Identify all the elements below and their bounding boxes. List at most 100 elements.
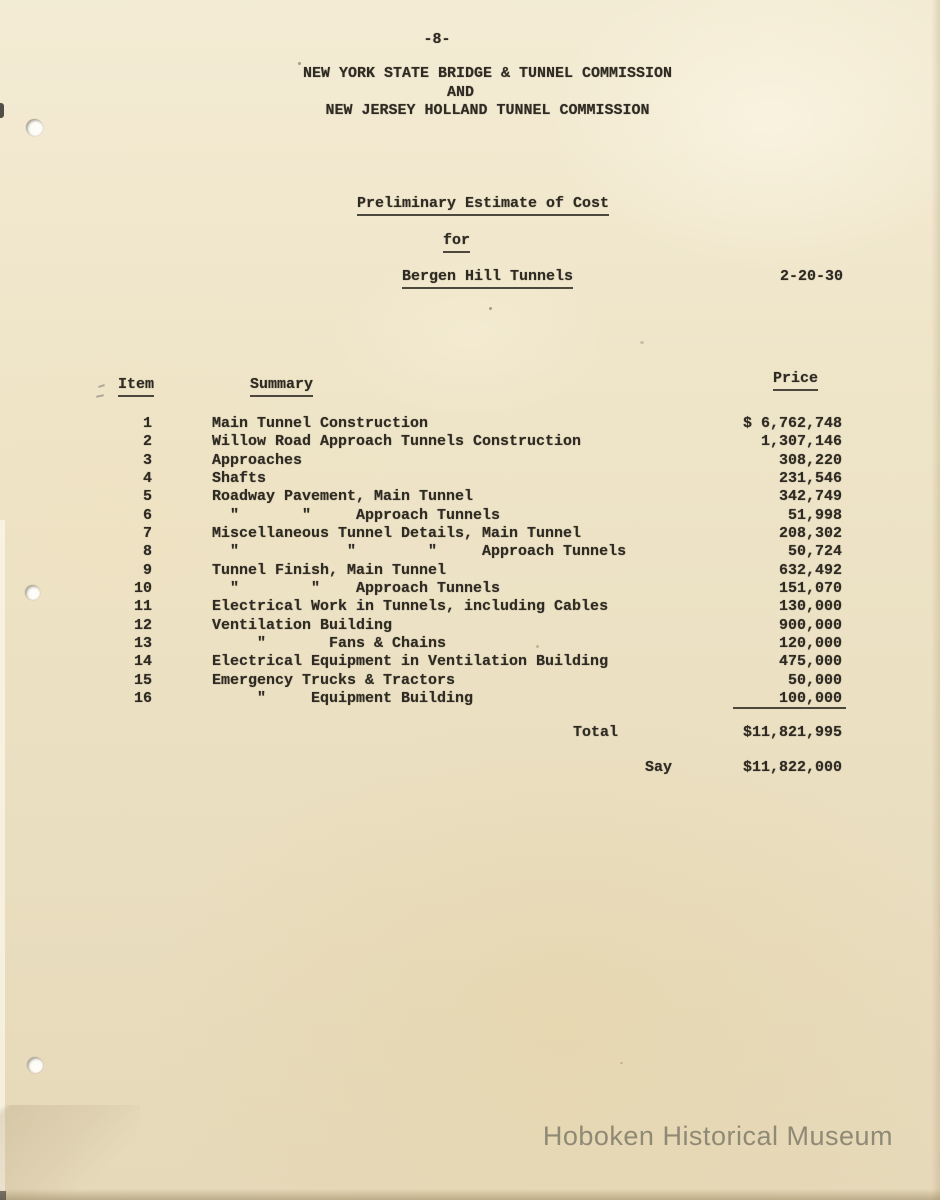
table-row: 1 Main Tunnel Construction $ 6,762,748 (100, 415, 842, 433)
total-underline (733, 707, 846, 709)
row-item-number: 9 (142, 561, 152, 579)
row-price: 475,000 (778, 653, 842, 671)
row-item-number: 16 (133, 690, 152, 708)
document-title: Preliminary Estimate of Cost (357, 195, 610, 216)
table-row: 6 " " Approach Tunnels 51,998 (100, 507, 842, 525)
table-row: 15 Emergency Trucks & Tractors 50,000 (100, 672, 842, 690)
paper-speck (620, 1062, 623, 1064)
page-number: -8- (423, 31, 451, 48)
row-item-number: 12 (133, 616, 152, 634)
row-item-number: 10 (133, 580, 152, 598)
row-price: 231,546 (778, 470, 842, 488)
pencil-mark (97, 383, 106, 389)
row-item-number: 6 (142, 506, 152, 524)
row-summary: Ventilation Building (212, 616, 393, 634)
table-row: 10 " " Approach Tunnels 151,070 (100, 580, 842, 598)
table-row: 2 Willow Road Approach Tunnels Constructi… (100, 433, 842, 451)
row-item-number: 15 (133, 671, 152, 689)
title-for-text: for (443, 232, 471, 253)
row-summary: " Fans & Chains (212, 635, 447, 653)
row-item-number: 4 (142, 470, 152, 488)
punch-hole-middle (25, 585, 40, 600)
say-label: Say (645, 759, 673, 776)
row-summary: Tunnel Finish, Main Tunnel (212, 561, 447, 579)
table-row: 4 Shafts 231,546 (100, 470, 842, 488)
row-item-number: 7 (142, 525, 152, 543)
punch-hole-bottom (27, 1057, 43, 1073)
row-item-number: 14 (133, 653, 152, 671)
document-date: 2-20-30 (780, 268, 844, 285)
museum-watermark: Hoboken Historical Museum (542, 1121, 893, 1151)
table-row: 16 " Equipment Building 100,000 (100, 690, 842, 708)
paper-right-shadow (931, 0, 940, 1200)
column-header-summary: Summary (250, 376, 314, 397)
column-header-summary-text: Summary (250, 376, 314, 397)
row-summary: Shafts (212, 470, 267, 488)
row-price: 51,998 (787, 506, 842, 524)
table-row: 9 Tunnel Finish, Main Tunnel 632,492 (100, 562, 842, 580)
row-summary: Electrical Work in Tunnels, including Ca… (212, 598, 609, 616)
row-price: 632,492 (778, 561, 842, 579)
edge-ink-mark (0, 103, 4, 118)
say-value: $11,822,000 (742, 759, 842, 776)
table-row: 3 Approaches 308,220 (100, 452, 842, 470)
table-row: 8 " " " Approach Tunnels 50,724 (100, 543, 842, 561)
table-row: 5 Roadway Pavement, Main Tunnel 342,749 (100, 488, 842, 506)
row-summary: Roadway Pavement, Main Tunnel (212, 488, 474, 506)
row-item-number: 1 (142, 415, 152, 432)
table-row: 11 Electrical Work in Tunnels, including … (100, 598, 842, 616)
paper-speck (489, 307, 492, 310)
title-for: for (443, 232, 471, 253)
column-header-item: Item (118, 376, 155, 397)
row-summary: " " " Approach Tunnels (212, 543, 627, 561)
punch-hole-top (26, 119, 43, 136)
row-summary: " Equipment Building (212, 690, 474, 708)
table-row: 7 Miscellaneous Tunnel Details, Main Tunn… (100, 525, 842, 543)
document-subtitle: Bergen Hill Tunnels (402, 268, 574, 289)
row-summary: " " Approach Tunnels (212, 580, 501, 598)
paper-speck (536, 645, 539, 648)
row-price: 900,000 (778, 616, 842, 634)
column-header-price-text: Price (773, 370, 819, 391)
header-and: AND (446, 84, 474, 101)
column-header-price: Price (773, 370, 819, 391)
row-price: 342,749 (778, 488, 842, 506)
row-summary: Main Tunnel Construction (212, 415, 429, 432)
row-item-number: 13 (133, 635, 152, 653)
row-price: 50,000 (787, 671, 842, 689)
pencil-mark (95, 394, 105, 398)
paper-corner-crease (0, 1105, 140, 1200)
table-row: 14 Electrical Equipment in Ventilation Bu… (100, 653, 842, 671)
document-title-text: Preliminary Estimate of Cost (357, 195, 610, 216)
paper-left-edge (0, 520, 5, 1200)
row-item-number: 8 (142, 543, 152, 561)
table-row: 12 Ventilation Building 900,000 (100, 617, 842, 635)
header-commission-line2: NEW JERSEY HOLLAND TUNNEL COMMISSION (325, 102, 650, 119)
estimate-table: 1 Main Tunnel Construction $ 6,762,748 2 Wi… (100, 415, 842, 709)
row-price: 100,000 (778, 690, 842, 708)
header-commission-line1: NEW YORK STATE BRIDGE & TUNNEL COMMISSIO… (302, 65, 673, 82)
row-price: 208,302 (778, 525, 842, 543)
row-item-number: 11 (133, 598, 152, 616)
row-item-number: 2 (142, 433, 152, 451)
row-price: 120,000 (778, 635, 842, 653)
row-summary: Emergency Trucks & Tractors (212, 671, 456, 689)
row-summary: Miscellaneous Tunnel Details, Main Tunne… (212, 525, 582, 543)
row-item-number: 3 (142, 451, 152, 469)
corner-dark-mark (0, 1191, 6, 1200)
paper-speck (298, 62, 301, 65)
row-price: 308,220 (778, 451, 842, 469)
row-price: 1,307,146 (760, 433, 842, 451)
paper-bottom-shadow (0, 1189, 940, 1200)
total-label: Total (573, 724, 619, 741)
row-summary: Willow Road Approach Tunnels Constructio… (212, 433, 582, 451)
total-value: $11,821,995 (742, 724, 842, 741)
row-summary: Approaches (212, 451, 303, 469)
column-header-item-text: Item (118, 376, 155, 397)
row-price: $ 6,762,748 (742, 415, 842, 432)
table-row: 13 " Fans & Chains 120,000 (100, 635, 842, 653)
row-summary: Electrical Equipment in Ventilation Buil… (212, 653, 609, 671)
row-price: 50,724 (787, 543, 842, 561)
row-summary: " " Approach Tunnels (212, 506, 501, 524)
